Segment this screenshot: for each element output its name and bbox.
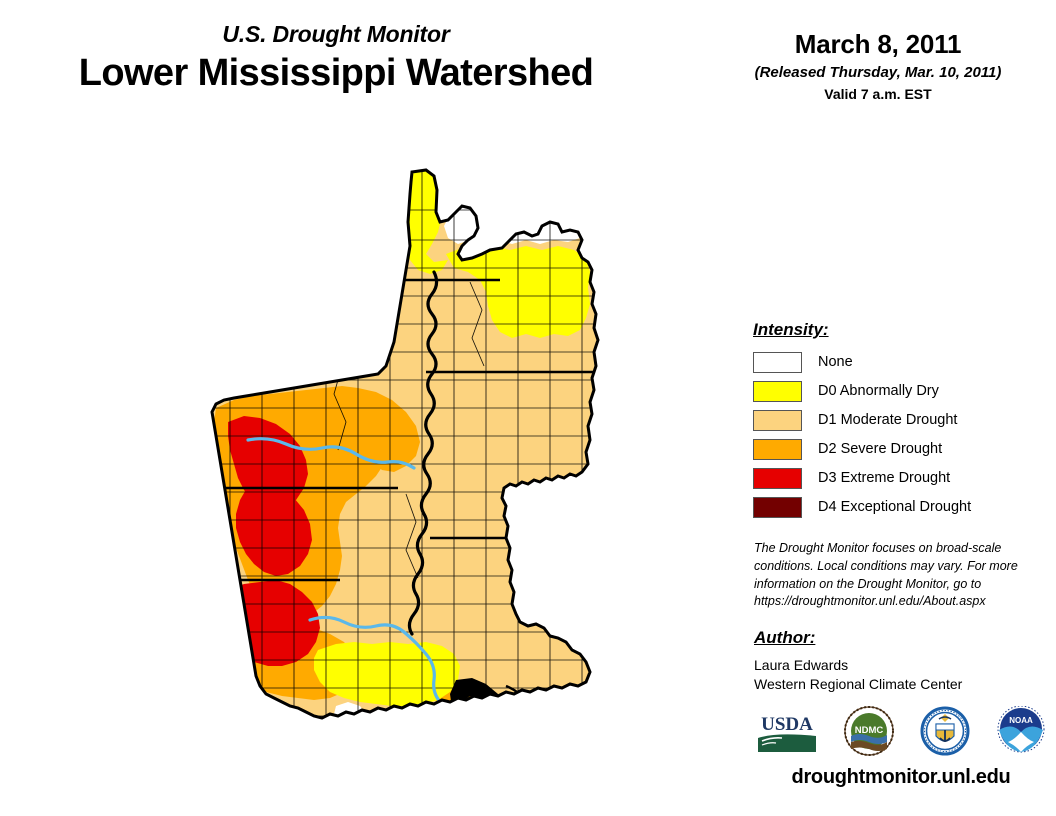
region-d2-central-tongue <box>340 388 420 472</box>
legend: Intensity: None D0 Abnormally Dry D1 Mod… <box>753 320 1043 523</box>
region-none <box>444 206 586 244</box>
disclaimer-text: The Drought Monitor focuses on broad-sca… <box>754 541 1018 609</box>
valid-time: Valid 7 a.m. EST <box>824 85 932 102</box>
commerce-seal-logo <box>920 706 970 756</box>
valid-date: March 8, 2011 <box>794 29 962 59</box>
noaa-logo-text: NOAA <box>1009 716 1033 725</box>
date-block: March 8, 2011 (Released Thursday, Mar. 1… <box>700 30 1056 102</box>
usda-logo: USDA <box>756 708 818 754</box>
program-title: U.S. Drought Monitor <box>222 21 450 47</box>
legend-label-d2: D2 Severe Drought <box>818 440 943 457</box>
page-title: Lower Mississippi Watershed <box>78 52 594 95</box>
legend-label-d0: D0 Abnormally Dry <box>818 382 939 399</box>
mississippi-river-boundary <box>407 270 439 636</box>
ndmc-logo: NDMC <box>844 706 894 756</box>
legend-item-d4: D4 Exceptional Drought <box>753 494 1043 520</box>
map-svg <box>210 168 600 720</box>
author-name: Laura Edwards <box>754 657 849 673</box>
partner-logos: USDA NDMC NOAA <box>756 704 1046 758</box>
site-url: droughtmonitor.unl.edu <box>791 766 1011 788</box>
watershed-outline <box>210 168 600 720</box>
author-block: Author: Laura Edwards Western Regional C… <box>754 628 1044 694</box>
drought-class-regions <box>212 170 598 718</box>
legend-item-d2: D2 Severe Drought <box>753 436 1043 462</box>
county-boundaries <box>212 170 594 718</box>
legend-swatch-none <box>753 351 802 373</box>
ndmc-logo-text: NDMC <box>855 725 884 736</box>
legend-label-d4: D4 Exceptional Drought <box>818 498 972 515</box>
legend-swatch-d0 <box>753 380 802 402</box>
legend-swatch-d4 <box>753 496 802 518</box>
legend-swatch-d2 <box>753 438 802 460</box>
usda-logo-text: USDA <box>761 714 813 735</box>
legend-item-d1: D1 Moderate Drought <box>753 407 1043 433</box>
release-date: (Released Thursday, Mar. 10, 2011) <box>754 63 1002 81</box>
legend-swatch-d1 <box>753 409 802 431</box>
legend-item-none: None <box>753 349 1043 375</box>
region-d0-south <box>314 642 460 706</box>
noaa-logo: NOAA <box>997 706 1045 753</box>
title-block: U.S. Drought Monitor Lower Mississippi W… <box>0 21 672 96</box>
legend-label-none: None <box>818 353 853 370</box>
legend-label-d1: D1 Moderate Drought <box>818 411 958 428</box>
author-title: Author: <box>754 628 816 647</box>
legend-item-d0: D0 Abnormally Dry <box>753 378 1043 404</box>
arkansas-river <box>246 437 416 470</box>
author-affiliation: Western Regional Climate Center <box>754 675 963 692</box>
legend-title: Intensity: <box>753 320 829 339</box>
drought-map <box>190 150 610 780</box>
legend-item-d3: D3 Extreme Drought <box>753 465 1043 491</box>
legend-label-d3: D3 Extreme Drought <box>818 469 951 486</box>
region-d3-central <box>236 482 312 576</box>
legend-swatch-d3 <box>753 467 802 489</box>
